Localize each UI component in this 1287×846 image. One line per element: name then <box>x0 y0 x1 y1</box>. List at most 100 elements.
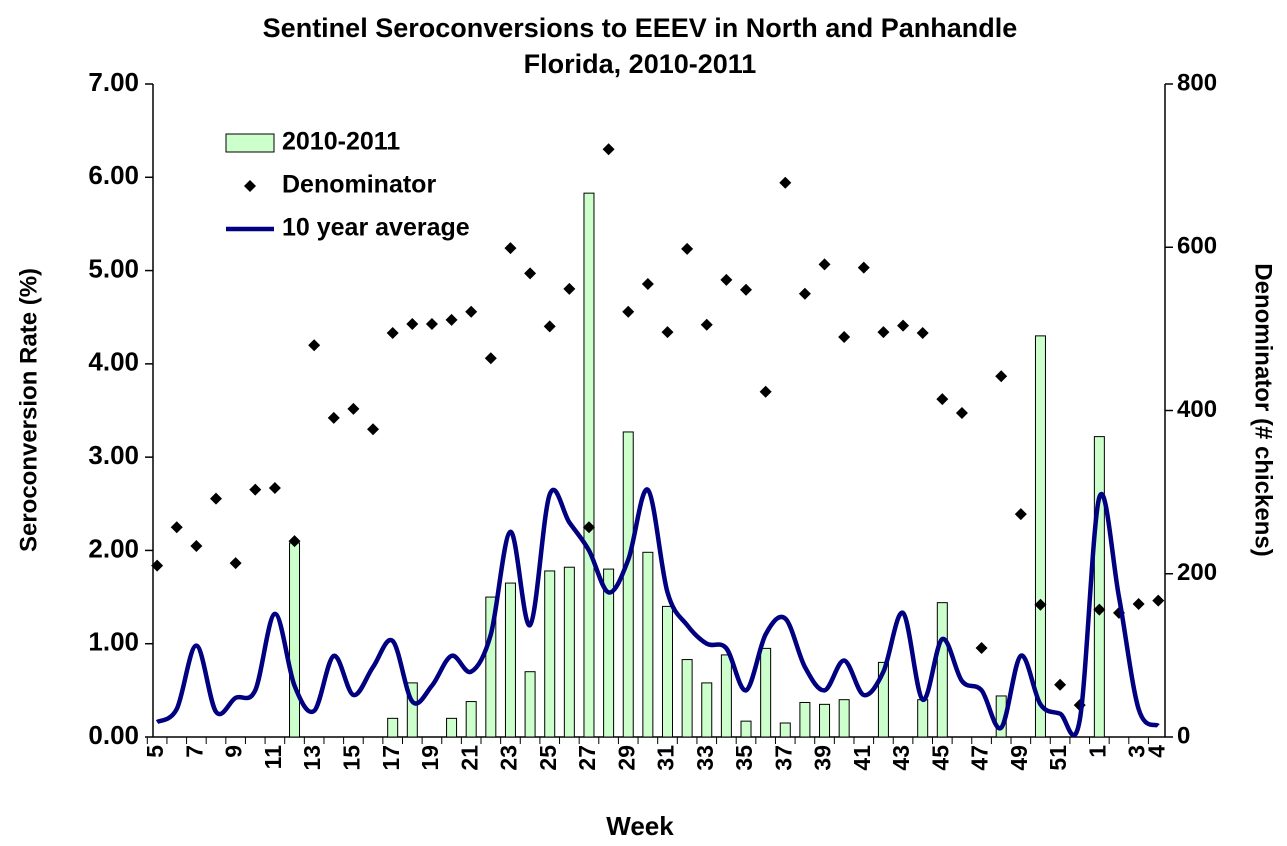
x-axis-title: Week <box>606 811 674 841</box>
x-tick-label: 51 <box>1045 745 1071 771</box>
bar <box>779 722 791 738</box>
bar <box>465 701 477 738</box>
x-tick-label: 11 <box>260 745 286 770</box>
bar <box>740 720 752 738</box>
point <box>740 283 753 296</box>
point <box>857 261 870 274</box>
y-tick-label: 4.00 <box>88 347 139 377</box>
point <box>249 483 262 496</box>
point <box>897 319 910 332</box>
chart-title: Florida, 2010-2011 <box>524 49 757 79</box>
x-tick-label: 17 <box>378 745 404 771</box>
point <box>190 539 203 552</box>
point <box>327 411 340 424</box>
chart-title: Sentinel Seroconversions to EEEV in Nort… <box>263 13 1018 43</box>
bar <box>387 717 399 738</box>
x-tick-label: 33 <box>692 745 718 771</box>
point <box>975 642 988 655</box>
bar <box>701 682 713 738</box>
x-tick-label: 19 <box>417 745 443 771</box>
x-tick-label: 7 <box>181 745 207 758</box>
x-tick-label: 47 <box>967 745 993 771</box>
point <box>563 282 576 295</box>
bar <box>603 568 615 738</box>
point <box>229 557 242 570</box>
x-tick-label: 27 <box>574 745 600 771</box>
point <box>425 317 438 330</box>
point <box>543 320 556 333</box>
point <box>151 559 164 572</box>
point <box>484 352 497 365</box>
bar <box>622 431 634 738</box>
y-tick-label: 6.00 <box>88 160 139 190</box>
legend-label: 10 year average <box>282 214 470 242</box>
bar <box>838 699 850 738</box>
point <box>818 258 831 271</box>
bar <box>917 699 929 738</box>
bar <box>504 582 516 738</box>
x-tick-label: 15 <box>338 745 364 771</box>
bar <box>446 717 458 738</box>
line <box>155 487 1160 738</box>
point <box>1152 594 1165 607</box>
point <box>955 406 968 419</box>
point <box>622 305 635 318</box>
point <box>641 277 654 290</box>
x-tick-label: 23 <box>496 745 522 771</box>
point <box>445 313 458 326</box>
point <box>602 143 615 156</box>
point <box>1054 678 1067 691</box>
y-tick-label: 7.00 <box>88 67 139 97</box>
bar <box>799 701 811 738</box>
point <box>877 326 890 339</box>
y2-tick-label: 600 <box>1177 233 1217 260</box>
point <box>465 305 478 318</box>
point <box>268 482 281 495</box>
point <box>1034 598 1047 611</box>
bar <box>1034 335 1046 738</box>
bar <box>524 671 536 738</box>
legend-swatch <box>244 180 256 192</box>
point <box>1093 603 1106 616</box>
bar <box>406 682 418 738</box>
point <box>504 242 517 255</box>
x-tick-label: 39 <box>810 745 836 771</box>
y2-tick-label: 800 <box>1177 69 1217 96</box>
point <box>838 331 851 344</box>
point <box>720 273 733 286</box>
point <box>759 385 772 398</box>
bar <box>720 654 732 738</box>
y2-axis-title: Denominator (# chickens) <box>1250 263 1277 556</box>
x-tick-label: 35 <box>731 745 757 771</box>
x-tick-label: 31 <box>653 745 679 771</box>
point <box>661 326 674 339</box>
point <box>916 326 929 339</box>
legend-label: 2010-2011 <box>282 128 400 156</box>
point <box>347 402 360 415</box>
point <box>681 242 694 255</box>
y-tick-label: 3.00 <box>88 440 139 470</box>
bar <box>544 570 556 738</box>
bar <box>760 647 772 738</box>
bar <box>485 596 497 738</box>
y-axis-title: Seroconversion Rate (%) <box>15 268 42 552</box>
bar <box>877 661 889 738</box>
legend-swatch <box>225 133 275 153</box>
point <box>288 535 301 548</box>
point <box>798 287 811 300</box>
y-tick-label: 2.00 <box>88 533 139 563</box>
x-tick-label: 29 <box>613 745 639 771</box>
point <box>367 423 380 436</box>
x-tick-label: 4 <box>1143 745 1169 758</box>
x-tick-label: 41 <box>849 745 875 771</box>
bar <box>583 192 595 738</box>
bar <box>642 551 654 738</box>
x-tick-label: 45 <box>927 745 953 771</box>
point <box>170 521 183 534</box>
x-tick-label: 49 <box>1006 745 1032 771</box>
x-tick-label: 21 <box>456 745 482 771</box>
point <box>582 521 595 534</box>
x-tick-label: 9 <box>221 745 247 758</box>
point <box>210 492 223 505</box>
